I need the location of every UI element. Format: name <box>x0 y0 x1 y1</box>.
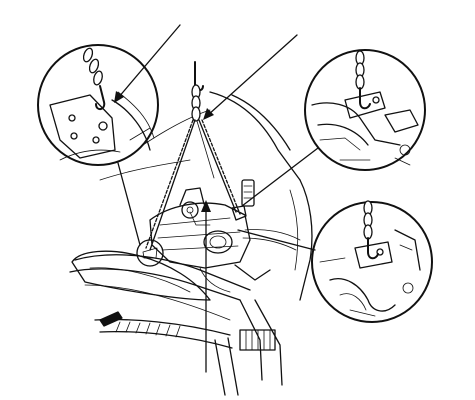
leader-bottom <box>201 200 211 373</box>
detail-callout-lines <box>117 147 319 251</box>
lower-right-detail <box>311 200 433 323</box>
leader-top-right <box>203 34 298 120</box>
upper-left-detail <box>37 44 159 166</box>
engine-block <box>149 179 301 293</box>
chain-top <box>191 84 201 122</box>
front-hook-callout-circle <box>136 239 164 267</box>
leader-top-left <box>114 24 181 103</box>
ribbed-hose <box>239 329 276 351</box>
upper-right-detail <box>304 49 426 171</box>
lift-chains <box>145 61 247 251</box>
engine-bay-outline <box>69 91 313 396</box>
grille <box>115 321 181 338</box>
